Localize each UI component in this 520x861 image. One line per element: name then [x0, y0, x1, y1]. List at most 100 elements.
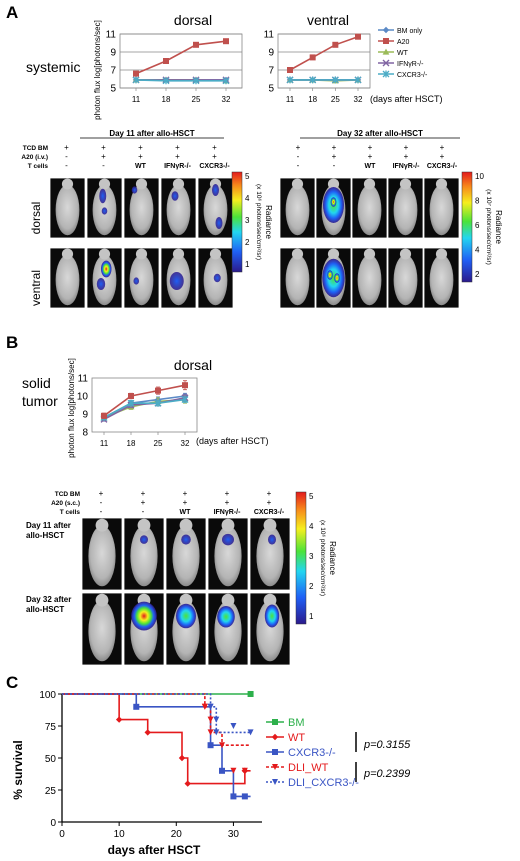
color-scale-bar: [461, 171, 473, 283]
mouse-body: [357, 184, 382, 236]
color-scale-bar: [295, 491, 307, 625]
mouse-image-grid-a: [49, 177, 460, 309]
scale-tick-label: 6: [475, 221, 480, 230]
minus-sign: -: [65, 161, 68, 170]
scale-tick-label: 4: [245, 194, 250, 203]
event-marker: [133, 703, 140, 710]
legend-marker: [272, 749, 278, 755]
mouse-head: [221, 518, 235, 532]
y-tick-label: 50: [45, 754, 57, 765]
legend-marker: [382, 48, 390, 55]
legend-label: IFNγR-/-: [397, 61, 424, 68]
y-axis-label: photon flux log[photons/sec]: [93, 20, 102, 120]
mouse-body: [285, 254, 310, 306]
header-col-label: CXCR3-/-: [254, 509, 285, 516]
mouse-head: [172, 178, 185, 190]
header-col-label: WT: [365, 163, 377, 170]
panel-label-a: A: [6, 3, 18, 22]
header-row-label: TCD BM: [23, 145, 48, 152]
legend-label: BM only: [397, 28, 423, 35]
plus-sign: +: [404, 143, 409, 152]
row-label-day11-l1: Day 11 after: [26, 521, 71, 530]
plus-sign: +: [183, 489, 188, 498]
scale-tick-label: 2: [309, 582, 314, 591]
event-marker: [178, 754, 186, 762]
scale-unit: (x 10⁷ photons/sec/cm²/sr): [485, 189, 492, 265]
data-point: [162, 77, 170, 85]
legend-label: DLI_CXCR3-/-: [288, 777, 359, 789]
data-point: [223, 38, 229, 45]
header-col-label: CXCR3-/-: [427, 163, 458, 170]
signal-blob: [222, 533, 234, 546]
mouse-head: [363, 248, 376, 260]
signal-blob: [101, 207, 108, 215]
scale-tick-label: 3: [309, 552, 314, 561]
legend-marker: [382, 59, 390, 67]
data-point: [128, 393, 134, 399]
x-axis-unit-b: (days after HSCT): [196, 436, 269, 446]
survival-curve: [62, 693, 251, 798]
mouse-head: [263, 593, 277, 607]
imaging-day32: Day 32 after allo-HSCT: [300, 129, 460, 139]
plus-sign: +: [296, 143, 301, 152]
scale-tick-label: 3: [245, 216, 250, 225]
y-tick-label: 9: [110, 48, 116, 59]
series-line: [103, 397, 186, 421]
mouse-head: [135, 178, 148, 190]
minus-sign: -: [333, 161, 336, 170]
legend-marker: [382, 70, 390, 78]
mouse-body: [429, 254, 454, 306]
mouse-head: [399, 248, 412, 260]
mouse-body: [256, 525, 284, 587]
minus-sign: -: [297, 161, 300, 170]
mouse-head: [137, 518, 151, 532]
x-tick-label: 18: [308, 95, 317, 104]
event-marker: [207, 729, 214, 736]
event-marker: [219, 767, 225, 774]
minus-sign: -: [100, 507, 103, 516]
plus-sign: +: [332, 143, 337, 152]
y-tick-label: 7: [110, 66, 116, 77]
signal-blob: [330, 197, 337, 207]
radiance-scale-day32: 10 8 6 4 2 Radiance(x 10⁷ photons/sec/cm²/sr): [461, 171, 503, 283]
scale-tick-label: 4: [475, 246, 480, 255]
plus-sign: +: [101, 143, 106, 152]
series-line: [103, 398, 186, 419]
x-tick-label: 20: [171, 829, 183, 840]
signal-blob: [131, 601, 157, 631]
data-point: [182, 382, 188, 389]
mouse-body: [88, 525, 116, 587]
plus-sign: +: [175, 152, 180, 161]
systemic-row-label: systemic: [26, 59, 80, 75]
plus-sign: +: [64, 143, 69, 152]
scale-tick-label: 5: [245, 172, 250, 181]
legend-label: BM: [288, 717, 305, 729]
y-tick-label: 100: [39, 690, 56, 701]
legend-marker: [271, 733, 279, 741]
scale-label: Radiance: [494, 210, 503, 244]
mouse-body: [129, 254, 154, 306]
data-point: [222, 77, 230, 85]
header-col-label: WT: [135, 163, 147, 170]
condition-headers-a: TCD BM + + + + +A20 (i.v.) - + + + +T cells - - WT IFN…: [21, 143, 457, 170]
header-row-label: T cells: [60, 509, 81, 516]
legend-label: WT: [288, 732, 305, 744]
data-point: [287, 67, 293, 73]
signal-blob: [133, 277, 140, 285]
data-point: [332, 41, 339, 48]
mouse-head: [98, 248, 111, 260]
chart-title: dorsal: [174, 357, 212, 373]
event-marker: [115, 716, 123, 723]
event-marker: [144, 729, 151, 736]
data-point: [101, 412, 107, 419]
image-title: Day 32 after allo-HSCT: [337, 129, 423, 138]
series-line: [103, 384, 186, 417]
y-tick-label: 11: [78, 374, 89, 385]
scale-tick-label: 4: [309, 522, 314, 531]
signal-blob: [171, 191, 179, 201]
y-tick-label: 9: [268, 48, 274, 59]
signal-blob: [213, 273, 221, 283]
mouse-head: [435, 248, 448, 260]
panel-label-b: B: [6, 333, 18, 352]
